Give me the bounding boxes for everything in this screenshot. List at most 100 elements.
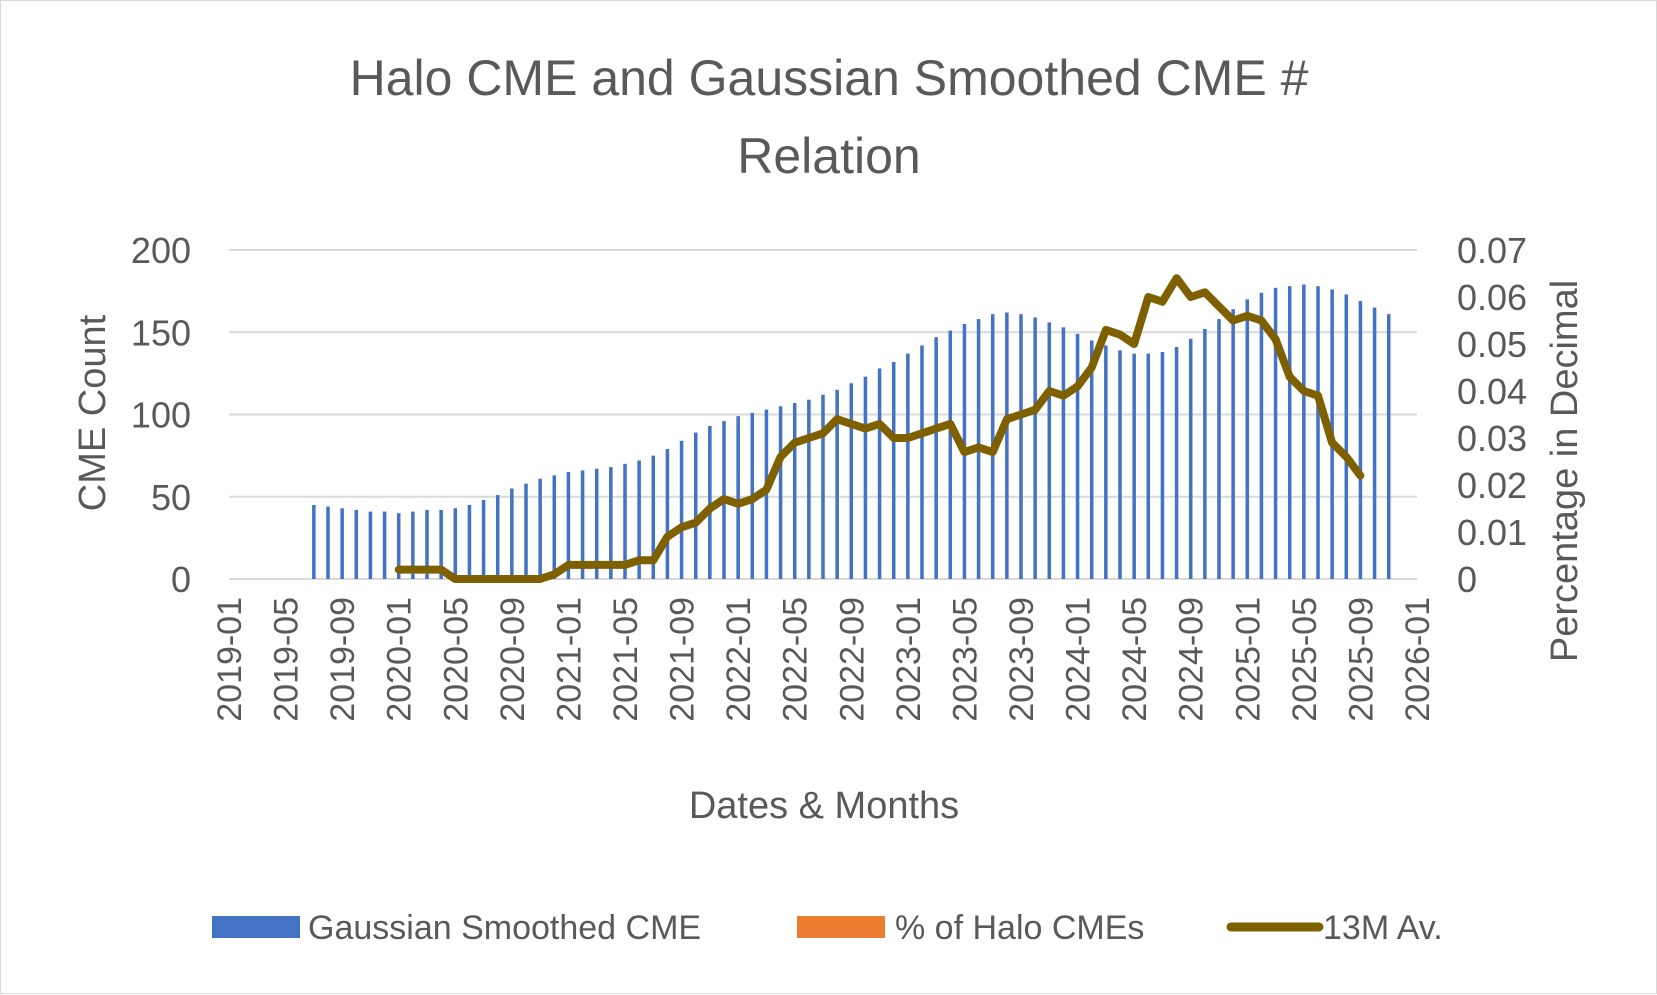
bar	[566, 472, 571, 579]
bar	[354, 509, 359, 579]
legend: Gaussian Smoothed CME % of Halo CMEs 13M…	[212, 909, 1443, 947]
left-tick-label: 200	[131, 230, 191, 271]
bar	[312, 504, 316, 579]
bar	[580, 470, 585, 579]
legend-swatch-pct-halo-cmes	[797, 916, 885, 938]
chart-title-line-1: Halo CME and Gaussian Smoothed CME #	[350, 50, 1309, 106]
x-tick-label: 2024-05	[1116, 597, 1154, 722]
bar	[1259, 292, 1264, 579]
x-axis-label: Dates & Months	[689, 785, 959, 827]
bar	[877, 368, 882, 579]
right-tick-label: 0	[1457, 559, 1477, 600]
x-tick-label: 2021-05	[607, 597, 645, 722]
bar	[920, 345, 924, 579]
bar	[693, 432, 698, 579]
bar	[708, 426, 712, 579]
bar	[1231, 309, 1235, 579]
bar	[637, 460, 641, 579]
x-tick-label: 2019-09	[324, 597, 362, 722]
bar	[891, 361, 896, 579]
right-axis-tick-labels: 0 0.01 0.02 0.03 0.04 0.05 0.06 0.07	[1457, 230, 1527, 600]
bar	[1061, 327, 1066, 579]
bar	[835, 389, 839, 579]
x-tick-label: 2022-05	[777, 597, 815, 722]
bar	[1089, 340, 1094, 579]
x-axis-tick-labels: 2019-01 2019-05 2019-09 2020-01 2020-05 2020-…	[211, 597, 1437, 722]
bar	[439, 509, 443, 579]
right-tick-label: 0.05	[1457, 324, 1527, 365]
bar	[736, 416, 740, 579]
bar	[425, 509, 429, 579]
bar	[453, 508, 458, 579]
bar	[1118, 350, 1122, 579]
bar	[906, 353, 910, 579]
chart-title-line-2: Relation	[737, 128, 920, 184]
bar	[1372, 307, 1377, 579]
x-tick-label: 2019-05	[268, 597, 306, 722]
line-series-13m-av	[394, 274, 1365, 583]
bar	[849, 383, 854, 579]
bar	[679, 440, 684, 579]
bar	[609, 467, 613, 579]
x-tick-label: 2025-05	[1286, 597, 1324, 722]
bar	[1019, 314, 1023, 579]
right-tick-label: 0.03	[1457, 418, 1527, 459]
bar	[934, 337, 938, 579]
right-tick-label: 0.07	[1457, 230, 1527, 271]
bar	[1344, 294, 1349, 579]
bar	[623, 463, 627, 579]
bar	[1302, 284, 1306, 579]
bar	[1386, 314, 1391, 579]
bar	[1188, 338, 1193, 579]
x-tick-label: 2025-01	[1229, 597, 1267, 722]
x-tick-label: 2020-09	[494, 597, 532, 722]
bar	[1217, 319, 1221, 579]
bar	[467, 504, 472, 579]
bar	[1174, 347, 1179, 579]
bar	[524, 483, 528, 579]
x-tick-label: 2022-09	[833, 597, 871, 722]
x-tick-label: 2025-09	[1342, 597, 1380, 722]
bar	[552, 475, 557, 579]
bar	[396, 513, 401, 579]
bar	[368, 511, 373, 579]
bar	[1146, 353, 1151, 579]
right-tick-label: 0.06	[1457, 277, 1527, 318]
bar	[1245, 299, 1250, 579]
left-axis-label: CME Count	[72, 314, 114, 511]
x-tick-label: 2026-01	[1399, 597, 1437, 722]
bar	[778, 406, 783, 579]
right-tick-label: 0.04	[1457, 371, 1527, 412]
x-tick-label: 2024-09	[1173, 597, 1211, 722]
left-axis-tick-labels: 0 50 100 150 200	[131, 230, 191, 600]
left-tick-label: 100	[131, 395, 191, 436]
legend-label-13m-av: 13M Av.	[1323, 909, 1443, 947]
right-tick-label: 0.02	[1457, 465, 1527, 506]
x-tick-label: 2020-01	[381, 597, 419, 722]
bar	[326, 506, 330, 579]
x-tick-label: 2023-05	[946, 597, 984, 722]
x-tick-label: 2020-05	[437, 597, 475, 722]
bar	[1287, 286, 1292, 579]
bar	[1273, 287, 1278, 579]
bar	[1033, 317, 1037, 579]
bar	[1132, 353, 1136, 579]
bar-series-gaussian-smoothed-cme	[312, 284, 1391, 579]
bar	[594, 468, 599, 579]
right-axis-label: Percentage in Decimal	[1544, 280, 1586, 662]
bar	[340, 508, 344, 579]
bar	[1203, 328, 1207, 579]
bar	[411, 511, 415, 579]
left-tick-label: 0	[171, 559, 191, 600]
legend-swatch-gaussian-smoothed-cme	[212, 916, 300, 938]
x-tick-label: 2019-01	[211, 597, 249, 722]
bar	[1316, 286, 1320, 579]
bar	[1005, 312, 1009, 579]
legend-label-pct-halo-cmes: % of Halo CMEs	[895, 909, 1144, 947]
x-tick-label: 2021-09	[664, 597, 702, 722]
bar	[1075, 333, 1080, 579]
x-tick-label: 2024-01	[1060, 597, 1098, 722]
bar	[651, 455, 656, 579]
